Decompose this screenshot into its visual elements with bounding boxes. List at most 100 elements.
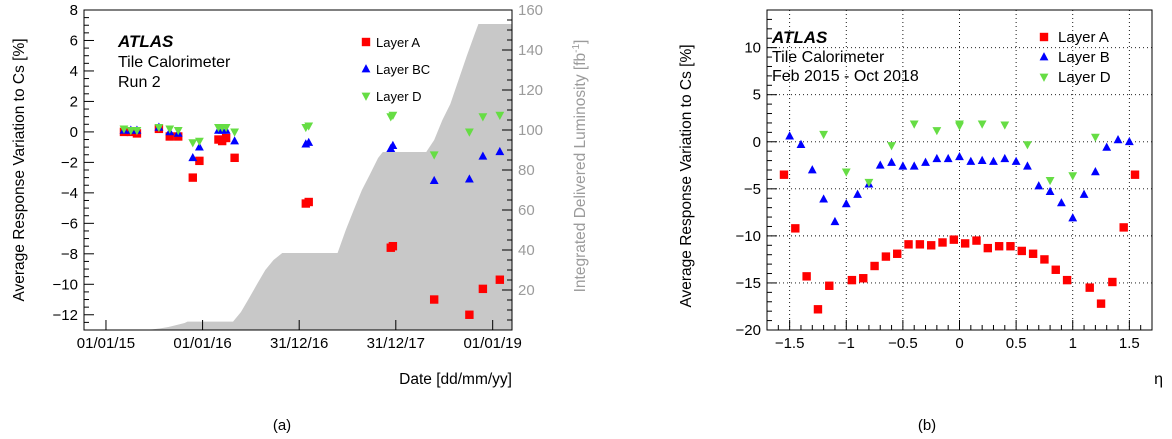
legend-a: Layer A Layer BC Layer D [361,35,430,104]
x-tick-label-a: 31/12/16 [270,335,328,352]
data-point-layer-a [165,132,174,141]
y2-tick-label-a: 140 [518,42,543,59]
data-point-layer-d [464,128,474,137]
data-point-layer-d [909,120,919,129]
y-tick-label-a: −12 [53,307,78,324]
data-point-layer-a [825,281,834,290]
y2-tick-label-a: 160 [518,2,543,19]
data-point-layer-bc [188,152,198,162]
x-tick-label-a: 01/01/15 [77,335,135,352]
data-point-layer-b [1011,156,1021,165]
data-point-layer-a [1096,299,1106,308]
data-point-layer-a [221,133,231,143]
y-tick-label-b: 10 [744,40,761,57]
legend-label-layer-a: Layer A [1058,29,1109,46]
data-point-layer-d [1045,176,1055,186]
data-point-layer-a [813,305,823,314]
atlas-label-a: ATLAS [117,32,174,51]
data-point-layer-a [1006,242,1015,251]
data-point-layer-b [1023,161,1032,170]
title-line-2-a: Run 2 [118,74,161,91]
data-point-layer-b [841,199,851,208]
data-point-layer-a [949,235,959,244]
y2-tick-label-a: 60 [518,202,535,219]
y2-tick-label-a: 100 [518,122,543,139]
y-axis-label-a: Average Response Variation to Cs [%] [11,38,28,301]
data-point-layer-b [853,189,862,198]
data-point-layer-a [188,173,197,182]
data-point-layer-b [921,157,930,166]
data-point-layer-b [796,139,806,148]
legend-label-layer-b: Layer B [1058,49,1110,66]
data-point-layer-bc [495,146,505,156]
legend-b: Layer A Layer B Layer D [1039,29,1111,86]
y-tick-label-b: −10 [736,228,761,245]
data-point-layer-d [304,122,314,131]
data-point-layer-b [1124,136,1134,146]
data-point-layer-b [1113,135,1123,144]
legend-marker-layer-d [361,92,371,101]
legend-marker-layer-d [1039,73,1049,82]
data-point-layer-b [819,194,829,203]
y2-tick-label-a: 40 [518,242,535,259]
data-point-layer-a [994,242,1004,251]
data-point-layer-bc [464,174,474,183]
y-tick-label-a: −4 [61,185,78,202]
data-point-layer-a [304,197,313,207]
y-tick-label-b: −20 [736,322,761,339]
x-tick-label-a: 01/01/19 [463,335,521,352]
panel-a: −12 −10 −8 −6 −4 −2 0 2 4 6 8 20 40 60 80 100 120 140 160 0… [11,2,589,434]
data-point-layer-d [188,139,198,148]
data-point-layer-b [989,156,998,165]
data-point-layer-bc [230,136,240,145]
data-point-layer-d [478,113,488,122]
data-point-layer-d [126,127,136,136]
y-tick-label-b: 5 [753,87,761,104]
data-point-layer-d [864,178,874,188]
data-point-layer-bc [194,142,204,151]
data-point-layer-d [1000,121,1010,130]
x-tick-label-b: −1 [838,335,855,352]
data-point-layer-d [388,111,398,120]
y2-tick-label-a: 20 [518,282,535,299]
data-point-layer-b [807,165,817,174]
data-point-layer-a [972,236,981,245]
data-point-layer-d [119,125,129,134]
data-point-layer-a [1062,275,1072,285]
data-point-layer-d [955,122,964,131]
data-point-layer-bc [478,151,488,160]
data-point-layer-a [779,170,789,179]
title-line-1-b: Tile Calorimeter [772,49,885,66]
data-point-layer-b [1045,186,1055,196]
data-point-layer-b [966,156,976,165]
data-point-layer-a [915,240,925,249]
legend-marker-layer-a [361,37,371,47]
x-tick-label-a: 31/12/17 [367,335,425,352]
y-tick-label-b: 0 [753,134,761,151]
data-point-layer-d [1068,172,1078,181]
data-point-layer-d [194,137,204,146]
y2-label-sup-a: -1 [571,44,582,53]
y-axis-label-b: Average Response Variation to Cs [%] [678,44,695,307]
x-tick-label-b: −1.5 [775,335,805,352]
x-tick-label-a: 01/01/16 [173,335,231,352]
x-tick-label-b: 1 [1069,335,1077,352]
data-point-layer-a [904,240,913,249]
data-point-layer-a [1017,246,1026,256]
data-point-layer-a [893,249,902,258]
data-point-layer-a [881,252,891,261]
y-tick-label-a: 6 [70,32,78,49]
y-tick-label-a: −6 [61,215,78,232]
data-point-layer-a [230,153,239,163]
data-point-layer-a [1130,170,1140,179]
data-point-layer-d [1023,141,1032,150]
data-point-layer-a [429,295,439,304]
data-point-layer-b [887,157,896,166]
data-point-layer-b [1079,189,1089,198]
y2-label-text-a: Integrated Delivered Luminosity [fb [572,53,589,293]
atlas-label-b: ATLAS [771,28,828,47]
panel-label-b: (b) [918,417,936,434]
data-point-layer-a [495,275,505,284]
x-tick-label-b: −0.5 [888,335,918,352]
